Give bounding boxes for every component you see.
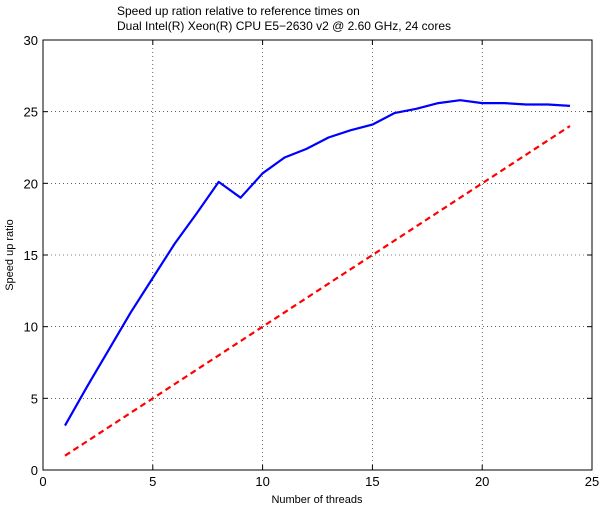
y-tick-label: 10 — [24, 320, 38, 335]
series-lines — [64, 99, 571, 457]
y-tick-label: 0 — [31, 463, 38, 478]
x-tick-label: 10 — [255, 474, 269, 489]
x-tick-label: 15 — [365, 474, 379, 489]
y-axis-label: Speed up ratio — [4, 219, 16, 291]
x-axis-label: Number of threads — [271, 494, 363, 506]
reference-linear-line — [64, 125, 571, 457]
y-tick-label: 5 — [31, 391, 38, 406]
y-tick-label: 30 — [24, 33, 38, 48]
x-tick-label: 0 — [39, 474, 46, 489]
y-tick-label: 20 — [24, 176, 38, 191]
chart-title-line-1: Speed up ration relative to reference ti… — [117, 4, 360, 18]
chart-title-line-2: Dual Intel(R) Xeon(R) CPU E5−2630 v2 @ 2… — [117, 19, 451, 33]
x-tick-label: 25 — [585, 474, 599, 489]
y-tick-label: 25 — [24, 105, 38, 120]
speedup-line — [64, 99, 571, 427]
axis-ticks: 0 5 10 15 20 25 0 5 10 15 20 25 30 — [24, 33, 600, 489]
x-tick-label: 5 — [149, 474, 156, 489]
y-tick-label: 15 — [24, 248, 38, 263]
plot-area — [42, 39, 593, 471]
x-tick-label: 20 — [475, 474, 489, 489]
